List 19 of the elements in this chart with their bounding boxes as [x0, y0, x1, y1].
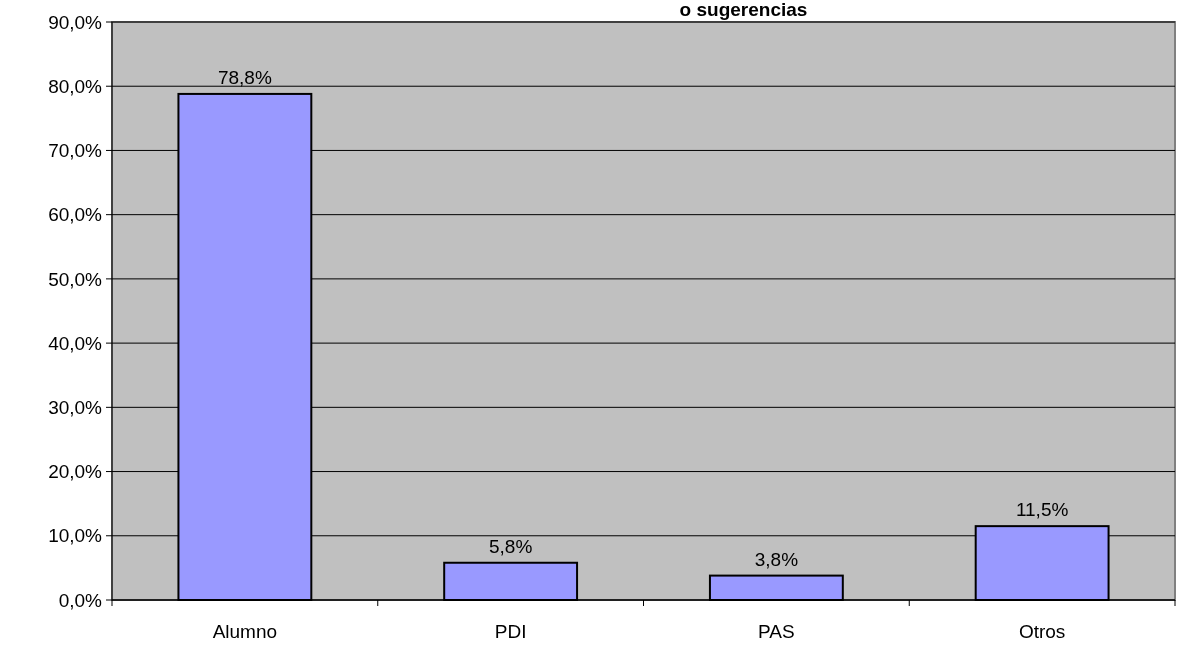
- y-tick-label: 70,0%: [48, 140, 103, 162]
- x-tick-label: Alumno: [212, 621, 278, 642]
- y-tick-label: 60,0%: [48, 204, 103, 226]
- y-tick-label: 40,0%: [48, 332, 103, 354]
- data-label: 3,8%: [754, 548, 799, 570]
- data-label: 11,5%: [1015, 499, 1069, 521]
- y-tick-label: 50,0%: [48, 268, 103, 290]
- y-tick-label: 80,0%: [48, 75, 103, 97]
- data-label: 78,8%: [217, 66, 272, 88]
- y-tick-label: 0,0%: [58, 589, 103, 611]
- chart-title: o sugerencias: [679, 0, 808, 20]
- x-tick-label: PDI: [494, 621, 527, 642]
- x-tick-label: PAS: [758, 621, 795, 642]
- y-tick-label: 10,0%: [48, 525, 103, 547]
- x-tick-label: Otros: [1018, 621, 1066, 642]
- y-tick-label: 30,0%: [48, 396, 103, 418]
- data-label: 5,8%: [488, 535, 533, 557]
- y-tick-label: 90,0%: [48, 11, 103, 33]
- y-tick-label: 20,0%: [48, 461, 103, 483]
